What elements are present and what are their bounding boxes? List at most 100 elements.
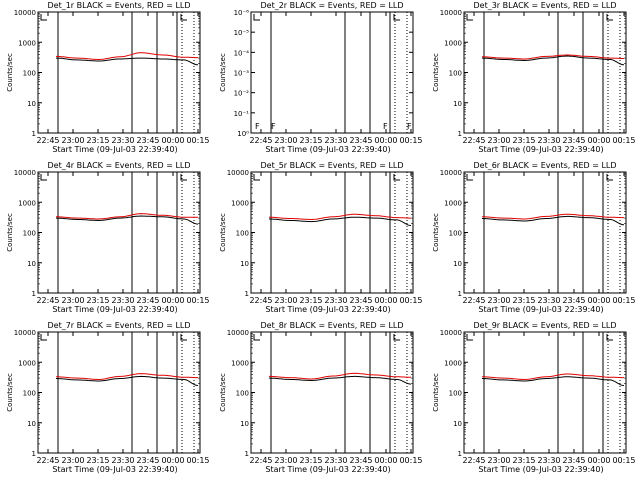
y-axis-label: Counts/sec bbox=[219, 53, 227, 92]
y-tick-label: 10 bbox=[453, 100, 462, 108]
x-tick-label: 00:00 bbox=[587, 136, 610, 145]
bracket-mark bbox=[393, 14, 400, 21]
y-tick-label: 100 bbox=[449, 230, 462, 238]
flag-annotation: F bbox=[271, 122, 276, 131]
x-axis-label: Start Time (09-Jul-03 22:39:40) bbox=[52, 465, 177, 474]
x-axis-label: Start Time (09-Jul-03 22:39:40) bbox=[478, 465, 603, 474]
y-tick-label: 1000 bbox=[18, 359, 36, 367]
detector-panel: Det_8r BLACK = Events, RED = LLD 1 10 100 10… bbox=[213, 320, 426, 480]
detector-plot: Det_2r BLACK = Events, RED = LLD 10⁰ 10⁻¹ 1… bbox=[219, 1, 423, 154]
y-tick-label: 10⁻³ bbox=[234, 70, 250, 78]
bracket-mark bbox=[466, 174, 473, 181]
plot-frame bbox=[37, 11, 201, 134]
x-tick-label: 23:15 bbox=[86, 296, 109, 305]
flag-annotation: F bbox=[383, 122, 388, 131]
x-tick-label: 23:00 bbox=[61, 296, 84, 305]
y-tick-label: 1 bbox=[32, 450, 36, 458]
plot-frame bbox=[250, 171, 414, 294]
events-series-line bbox=[56, 215, 199, 225]
plot-title: Det_5r BLACK = Events, RED = LLD bbox=[260, 161, 403, 170]
y-tick-label: 10000 bbox=[227, 329, 249, 337]
lld-series-line bbox=[269, 213, 411, 221]
x-tick-label: 00:00 bbox=[161, 136, 184, 145]
flag-annotation: F bbox=[255, 122, 260, 131]
x-tick-label: 00:15 bbox=[399, 296, 422, 305]
y-tick-label: 10⁻⁴ bbox=[234, 49, 250, 57]
events-series-line bbox=[56, 375, 199, 386]
y-tick-label: 10000 bbox=[14, 329, 36, 337]
detector-panel: Det_3r BLACK = Events, RED = LLD 1 10 100 10… bbox=[426, 0, 639, 160]
lld-series-line bbox=[56, 213, 198, 220]
y-tick-label: 10 bbox=[240, 260, 249, 268]
x-axis-label: Start Time (09-Jul-03 22:39:40) bbox=[52, 305, 177, 314]
bracket-mark bbox=[180, 174, 187, 181]
x-tick-label: 23:15 bbox=[299, 456, 322, 465]
x-axis-label: Start Time (09-Jul-03 22:39:40) bbox=[52, 145, 177, 154]
y-tick-label: 100 bbox=[23, 70, 36, 78]
x-tick-label: 23:45 bbox=[349, 456, 372, 465]
lld-series-line bbox=[482, 213, 624, 220]
detector-panel: Det_5r BLACK = Events, RED = LLD 1 10 100 10… bbox=[213, 160, 426, 320]
bracket-mark bbox=[40, 334, 47, 341]
x-tick-label: 23:30 bbox=[537, 136, 560, 145]
detector-plot: Det_6r BLACK = Events, RED = LLD 1 10 100 10… bbox=[432, 161, 636, 314]
x-tick-label: 00:00 bbox=[374, 456, 397, 465]
y-axis-label: Counts/sec bbox=[432, 213, 440, 252]
y-tick-label: 1000 bbox=[444, 199, 462, 207]
y-tick-label: 100 bbox=[23, 230, 36, 238]
bracket-mark bbox=[40, 174, 47, 181]
x-tick-label: 00:15 bbox=[399, 136, 422, 145]
y-tick-label: 10 bbox=[27, 260, 36, 268]
x-axis-label: Start Time (09-Jul-03 22:39:40) bbox=[265, 465, 390, 474]
x-tick-label: 00:15 bbox=[186, 456, 209, 465]
x-tick-label: 00:15 bbox=[399, 456, 422, 465]
events-series-line bbox=[482, 376, 625, 386]
x-tick-label: 23:45 bbox=[136, 136, 159, 145]
y-tick-label: 100 bbox=[236, 230, 249, 238]
x-tick-label: 22:45 bbox=[462, 456, 485, 465]
x-tick-label: 23:45 bbox=[136, 296, 159, 305]
x-axis-label: Start Time (09-Jul-03 22:39:40) bbox=[265, 305, 390, 314]
x-tick-label: 23:15 bbox=[512, 136, 535, 145]
x-tick-label: 22:45 bbox=[36, 456, 59, 465]
x-tick-label: 00:00 bbox=[587, 296, 610, 305]
y-tick-label: 10000 bbox=[14, 169, 36, 177]
flag-annotation: F bbox=[407, 122, 412, 131]
x-tick-label: 23:15 bbox=[86, 136, 109, 145]
x-tick-label: 23:45 bbox=[349, 296, 372, 305]
y-tick-label: 1 bbox=[245, 450, 249, 458]
x-tick-label: 22:45 bbox=[249, 296, 272, 305]
y-tick-label: 10⁻¹ bbox=[234, 110, 250, 118]
plot-title: Det_9r BLACK = Events, RED = LLD bbox=[473, 321, 616, 330]
plot-frame bbox=[250, 331, 414, 454]
y-tick-label: 1 bbox=[245, 290, 249, 298]
lld-series-line bbox=[56, 373, 198, 381]
x-axis-label: Start Time (09-Jul-03 22:39:40) bbox=[478, 305, 603, 314]
x-tick-label: 22:45 bbox=[462, 296, 485, 305]
x-axis-label: Start Time (09-Jul-03 22:39:40) bbox=[265, 145, 390, 154]
detector-plot: Det_1r BLACK = Events, RED = LLD 1 10 100 10… bbox=[6, 1, 210, 154]
x-tick-label: 00:00 bbox=[374, 136, 397, 145]
x-tick-label: 23:00 bbox=[61, 136, 84, 145]
x-tick-label: 23:45 bbox=[562, 296, 585, 305]
x-tick-label: 23:30 bbox=[537, 296, 560, 305]
x-tick-label: 23:30 bbox=[324, 136, 347, 145]
x-tick-label: 23:30 bbox=[111, 296, 134, 305]
y-tick-label: 10⁰ bbox=[237, 130, 249, 138]
lld-series-line bbox=[482, 373, 624, 381]
x-tick-label: 00:00 bbox=[161, 456, 184, 465]
y-tick-label: 10 bbox=[27, 100, 36, 108]
y-tick-label: 10000 bbox=[440, 9, 462, 17]
y-tick-label: 1000 bbox=[18, 39, 36, 47]
y-axis-label: Counts/sec bbox=[219, 373, 227, 412]
detector-panel: Det_7r BLACK = Events, RED = LLD 1 10 100 10… bbox=[0, 320, 213, 480]
bracket-mark bbox=[40, 14, 47, 21]
plot-title: Det_3r BLACK = Events, RED = LLD bbox=[473, 1, 616, 10]
x-tick-label: 00:15 bbox=[186, 296, 209, 305]
plot-title: Det_2r BLACK = Events, RED = LLD bbox=[260, 1, 403, 10]
x-tick-label: 23:45 bbox=[562, 136, 585, 145]
detector-plot: Det_7r BLACK = Events, RED = LLD 1 10 100 10… bbox=[6, 321, 210, 474]
y-tick-label: 1 bbox=[458, 290, 462, 298]
x-tick-label: 23:00 bbox=[274, 296, 297, 305]
detector-plot: Det_3r BLACK = Events, RED = LLD 1 10 100 10… bbox=[432, 1, 636, 154]
